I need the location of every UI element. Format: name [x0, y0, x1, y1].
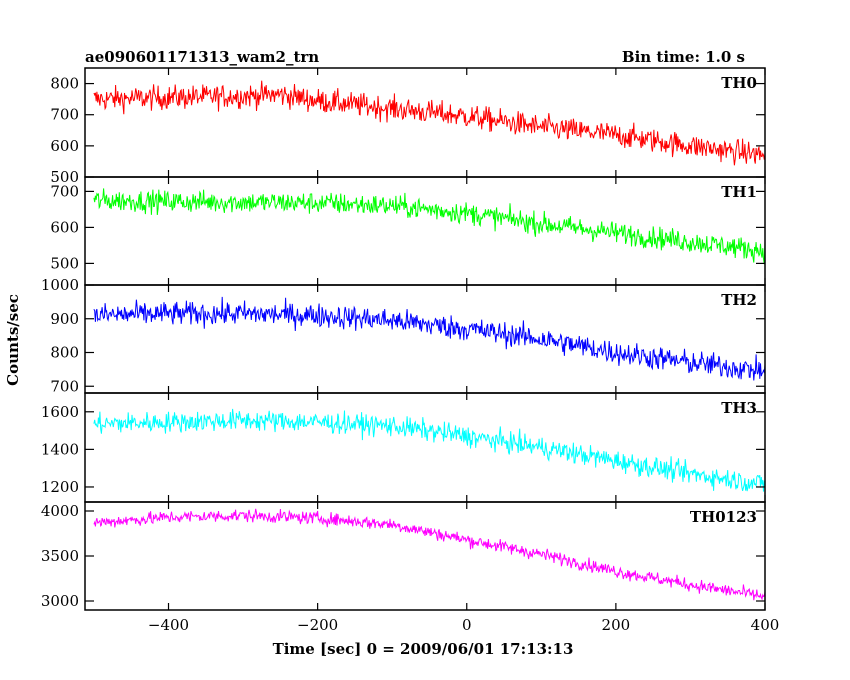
y-tick-label: 3500: [41, 547, 79, 565]
bin-time-label: Bin time: 1.0 s: [622, 48, 745, 66]
series-line-th2: [93, 296, 766, 381]
series-line-th1: [93, 188, 766, 265]
panel-frame: [84, 392, 766, 503]
y-tick-label: 700: [50, 106, 79, 124]
y-tick-label: 1200: [41, 478, 79, 496]
x-tick-label: 0: [462, 616, 472, 634]
series-line-th0123: [93, 508, 766, 601]
panels-group: 500 600 700 800 TH0 500 600 700 TH1 700 800 900 1000…: [41, 67, 766, 611]
panel-frame: [84, 67, 766, 178]
chart-title: ae090601171313_wam2_trn: [85, 48, 319, 66]
x-axis-label: Time [sec] 0 = 2009/06/01 17:13:13: [273, 640, 574, 658]
series-label-th3: TH3: [721, 399, 757, 417]
x-tick-label: 400: [751, 616, 780, 634]
y-tick-label: 1000: [41, 276, 79, 294]
panel-frame: [84, 284, 766, 394]
y-tick-label: 600: [50, 218, 79, 236]
y-tick-label: 700: [50, 377, 79, 395]
y-tick-label: 1600: [41, 403, 79, 421]
x-tick-label: 200: [602, 616, 631, 634]
y-tick-label: 700: [50, 182, 79, 200]
y-tick-label: 500: [50, 254, 79, 272]
x-tick-label: −400: [148, 616, 189, 634]
y-tick-label: 600: [50, 137, 79, 155]
y-tick-label: 4000: [41, 502, 79, 520]
panel-frame: [84, 176, 766, 286]
x-axis: −400 −200 0 200 400: [148, 616, 779, 634]
series-label-th2: TH2: [721, 291, 757, 309]
y-tick-label: 3000: [41, 592, 79, 610]
series-label-th1: TH1: [721, 183, 757, 201]
panel-th3: 1200 1400 1600 TH3: [41, 392, 766, 503]
y-tick-label: 900: [50, 310, 79, 328]
series-label-th0: TH0: [721, 74, 757, 92]
series-label-th0123: TH0123: [690, 508, 757, 526]
series-line-th0: [93, 80, 766, 166]
y-tick-label: 1400: [41, 440, 79, 458]
panel-th1: 500 600 700 TH1: [50, 176, 766, 286]
y-tick-label: 500: [50, 168, 79, 186]
panel-th0123: 3000 3500 4000 TH0123: [41, 501, 766, 611]
y-tick-label: 800: [50, 344, 79, 362]
y-axis-label: Counts/sec: [4, 294, 22, 386]
panel-th2: 700 800 900 1000 TH2: [41, 276, 766, 395]
panel-th0: 500 600 700 800 TH0: [50, 67, 766, 186]
y-tick-label: 800: [50, 75, 79, 93]
series-line-th3: [93, 408, 766, 492]
x-tick-label: −200: [297, 616, 338, 634]
